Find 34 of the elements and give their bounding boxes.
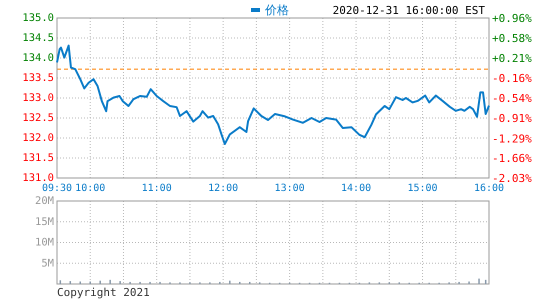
y-tick-label: 134.0 — [22, 52, 54, 64]
x-tick-label: 15:00 — [407, 183, 438, 194]
y2-tick-label: -1.66% — [492, 152, 532, 166]
y-tick-label: 132.0 — [22, 132, 54, 144]
legend-label: 价格 — [264, 3, 289, 18]
y-tick-label: 10M — [35, 236, 54, 249]
y2-tick-label: +0.96% — [492, 12, 532, 25]
y2-tick-label: -1.29% — [492, 132, 532, 146]
x-tick-label: 12:00 — [208, 183, 238, 194]
y-tick-label: 20M — [35, 195, 54, 208]
x-tick-label: 11:00 — [142, 183, 172, 194]
y-tick-label: 15M — [35, 216, 54, 228]
y2-tick-label: -2.03% — [492, 172, 532, 185]
x-tick-label: 13:00 — [274, 183, 305, 194]
y-tick-label: 135.0 — [22, 12, 54, 24]
y-tick-label: 134.5 — [22, 32, 54, 44]
y-tick-label: 131.0 — [22, 172, 54, 184]
x-tick-label: 09:30 — [42, 183, 72, 194]
y2-tick-label: +0.58% — [492, 32, 532, 46]
y2-tick-label: -0.54% — [492, 92, 532, 106]
x-tick-label: 10:00 — [75, 183, 106, 194]
y-tick-label: 133.5 — [22, 72, 54, 84]
y2-tick-label: -0.16% — [492, 72, 532, 85]
x-tick-label: 16:00 — [474, 183, 504, 194]
chart-subtitle: 2020-12-31 16:00:00 EST — [332, 4, 486, 17]
y2-tick-label: +0.21% — [492, 52, 532, 65]
y-tick-label: 131.5 — [22, 152, 54, 164]
y-tick-label: 132.5 — [22, 112, 54, 124]
y2-tick-label: -0.91% — [492, 112, 532, 125]
y-tick-label: 133.0 — [22, 92, 54, 104]
y-tick-label: 5M — [41, 257, 54, 270]
line-series — [56, 44, 490, 145]
text: Copyright 2021 — [57, 286, 150, 299]
x-tick-label: 14:00 — [341, 183, 372, 194]
